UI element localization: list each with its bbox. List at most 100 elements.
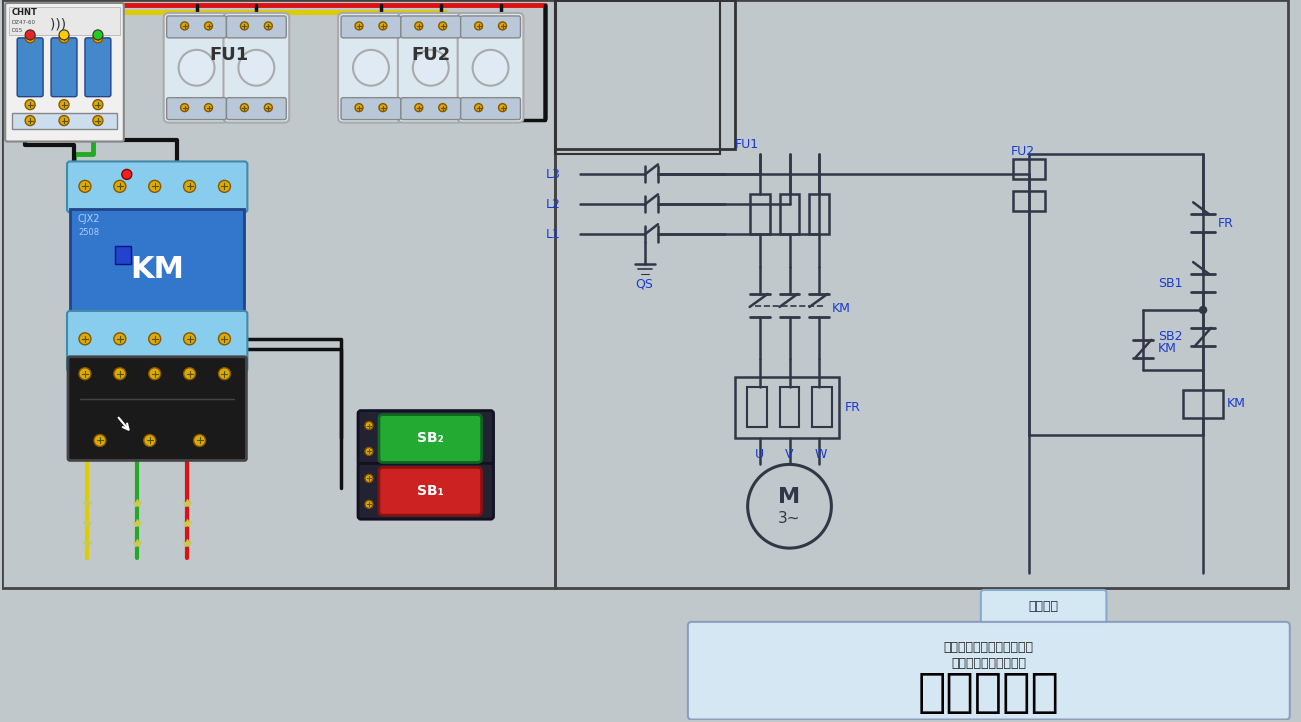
Text: FR: FR (844, 401, 860, 414)
Text: 3~: 3~ (778, 510, 801, 526)
Circle shape (114, 333, 126, 345)
Text: FU2: FU2 (411, 45, 450, 64)
Circle shape (59, 116, 69, 126)
Circle shape (79, 180, 91, 192)
FancyBboxPatch shape (401, 97, 461, 120)
FancyBboxPatch shape (226, 97, 286, 120)
Text: SB₂: SB₂ (418, 432, 444, 445)
Text: L1: L1 (545, 227, 561, 240)
Text: FU1: FU1 (209, 45, 248, 64)
Text: SB1: SB1 (1158, 277, 1183, 290)
Circle shape (92, 33, 103, 43)
Circle shape (148, 367, 161, 380)
FancyBboxPatch shape (379, 414, 481, 462)
Text: M: M (778, 487, 800, 508)
Text: 2508: 2508 (78, 227, 99, 237)
Circle shape (114, 180, 126, 192)
Text: KM: KM (130, 255, 183, 284)
FancyBboxPatch shape (461, 97, 520, 120)
Circle shape (355, 22, 363, 30)
FancyBboxPatch shape (461, 16, 520, 38)
Circle shape (92, 116, 103, 126)
Circle shape (114, 367, 126, 380)
Text: FU2: FU2 (1011, 145, 1034, 158)
Text: CJX2: CJX2 (78, 214, 100, 225)
Text: 我是大傅哥: 我是大傅哥 (919, 671, 1060, 716)
Bar (114, 246, 131, 264)
FancyBboxPatch shape (70, 209, 245, 314)
Circle shape (366, 448, 373, 456)
Bar (1183, 390, 1223, 417)
Circle shape (366, 474, 373, 482)
Circle shape (148, 180, 161, 192)
FancyBboxPatch shape (458, 13, 523, 123)
FancyBboxPatch shape (688, 622, 1289, 720)
Circle shape (475, 104, 483, 112)
Circle shape (92, 100, 103, 110)
Text: 操作提示: 操作提示 (1029, 601, 1059, 614)
Circle shape (379, 104, 386, 112)
Circle shape (204, 104, 212, 112)
FancyBboxPatch shape (167, 16, 226, 38)
Circle shape (183, 180, 195, 192)
Circle shape (238, 50, 275, 86)
FancyBboxPatch shape (68, 357, 246, 461)
Circle shape (475, 22, 483, 30)
FancyBboxPatch shape (164, 13, 229, 123)
Circle shape (498, 22, 506, 30)
FancyBboxPatch shape (401, 16, 461, 38)
Circle shape (438, 104, 446, 112)
Circle shape (183, 367, 195, 380)
Bar (809, 194, 829, 234)
Circle shape (92, 30, 103, 40)
Circle shape (181, 104, 189, 112)
Text: KM: KM (1158, 342, 1176, 355)
Circle shape (366, 422, 373, 430)
Circle shape (25, 33, 35, 43)
Bar (812, 387, 833, 427)
FancyBboxPatch shape (85, 38, 111, 97)
Circle shape (438, 22, 446, 30)
Text: SB₁: SB₁ (418, 484, 444, 498)
FancyBboxPatch shape (226, 16, 286, 38)
Circle shape (25, 30, 35, 40)
Circle shape (241, 104, 248, 112)
FancyBboxPatch shape (167, 97, 226, 120)
FancyBboxPatch shape (358, 464, 493, 519)
Circle shape (25, 100, 35, 110)
Bar (9, 7, 120, 35)
Circle shape (498, 104, 506, 112)
FancyBboxPatch shape (338, 13, 403, 123)
Circle shape (415, 104, 423, 112)
Text: FU1: FU1 (735, 138, 758, 151)
Text: U: U (755, 448, 764, 461)
Bar (779, 387, 800, 427)
Bar (556, 0, 735, 149)
Circle shape (353, 50, 389, 86)
Bar (749, 194, 770, 234)
FancyBboxPatch shape (17, 38, 43, 97)
Bar (556, 0, 719, 155)
Text: FR: FR (1218, 217, 1233, 230)
FancyBboxPatch shape (51, 38, 77, 97)
Bar (779, 194, 800, 234)
Circle shape (194, 435, 206, 446)
Circle shape (122, 170, 131, 179)
Circle shape (204, 22, 212, 30)
Circle shape (148, 333, 161, 345)
FancyBboxPatch shape (379, 467, 481, 516)
Circle shape (59, 33, 69, 43)
Circle shape (79, 333, 91, 345)
Text: KM: KM (1227, 397, 1246, 410)
Circle shape (94, 435, 105, 446)
Text: L2: L2 (545, 198, 561, 211)
Text: DZ47-60: DZ47-60 (12, 20, 35, 25)
FancyBboxPatch shape (68, 311, 247, 372)
Circle shape (412, 50, 449, 86)
Text: CHNT: CHNT (12, 9, 36, 17)
FancyBboxPatch shape (341, 97, 401, 120)
FancyBboxPatch shape (981, 590, 1106, 624)
Circle shape (59, 30, 69, 40)
Circle shape (415, 22, 423, 30)
Text: ))): ))) (49, 18, 74, 32)
